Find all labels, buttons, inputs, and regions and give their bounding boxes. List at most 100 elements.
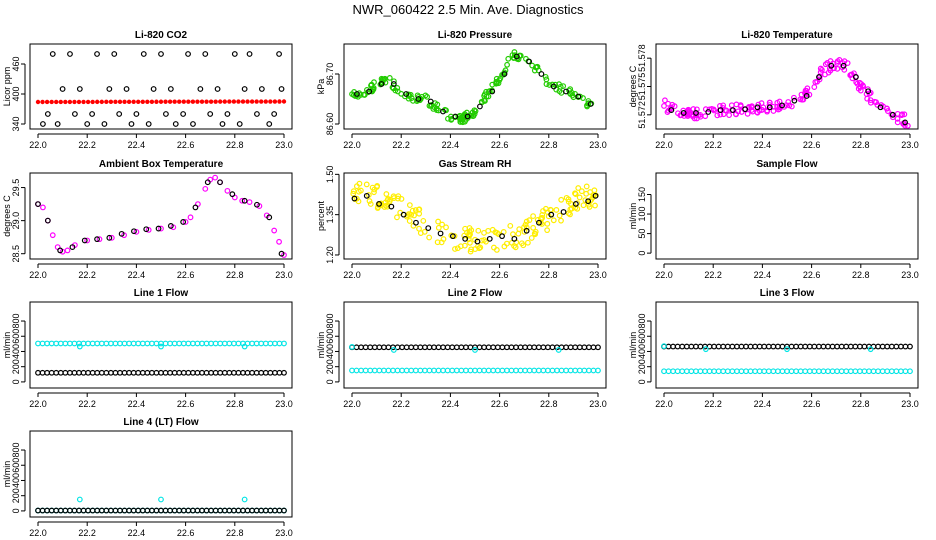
data-point — [856, 368, 863, 375]
data-point — [849, 75, 856, 82]
data-point — [867, 346, 874, 353]
data-point — [208, 340, 215, 347]
data-point — [529, 62, 536, 69]
data-point — [253, 369, 260, 376]
data-point — [67, 51, 73, 57]
y-tick-label: 29.5 — [11, 179, 21, 197]
data-point — [145, 99, 150, 104]
data-point — [229, 191, 236, 198]
data-point — [221, 369, 228, 376]
data-point — [558, 367, 565, 374]
data-point — [779, 102, 785, 109]
data-point — [148, 340, 155, 347]
data-point — [661, 368, 667, 375]
data-point — [108, 234, 115, 241]
data-point — [186, 99, 191, 104]
data-point — [427, 98, 434, 105]
data-point — [811, 343, 818, 350]
data-point — [567, 344, 574, 351]
data-point — [421, 367, 428, 374]
data-point — [563, 344, 570, 351]
data-point — [208, 507, 215, 514]
data-point — [258, 86, 265, 92]
data-point — [483, 88, 489, 95]
data-point — [66, 507, 73, 514]
data-point — [581, 344, 588, 351]
data-point — [776, 98, 783, 105]
data-point — [194, 340, 201, 347]
data-point — [218, 99, 223, 104]
chart-panel-7: Line 2 Flow ml/min 22.0 22.2 22.4 22.6 22.8 23.… — [316, 288, 607, 409]
data-point — [117, 99, 123, 105]
data-point — [803, 91, 810, 97]
data-point — [417, 344, 424, 351]
series-0 — [349, 367, 601, 374]
data-point — [884, 343, 891, 350]
data-point — [669, 101, 676, 108]
data-point — [241, 197, 248, 204]
data-point — [788, 368, 795, 375]
x-tick-label: 22.2 — [392, 140, 410, 150]
series-1 — [354, 53, 594, 120]
data-point — [759, 107, 765, 113]
data-point — [806, 343, 813, 350]
data-point — [267, 340, 274, 347]
data-point — [185, 51, 191, 57]
data-point — [490, 244, 497, 251]
data-point — [208, 369, 215, 376]
data-point — [587, 101, 594, 107]
data-point — [592, 202, 598, 209]
data-point — [523, 227, 530, 234]
data-point — [85, 340, 92, 347]
data-point — [226, 369, 233, 376]
series-0 — [661, 368, 913, 375]
data-point — [112, 369, 119, 376]
x-tick-label: 22.8 — [226, 528, 244, 538]
data-point — [385, 344, 392, 351]
y-tick-label: 200 — [11, 488, 21, 503]
data-point — [748, 107, 755, 113]
x-tick-label: 22.0 — [343, 140, 361, 150]
data-point — [408, 344, 415, 351]
data-point — [705, 109, 712, 115]
data-point — [811, 84, 818, 90]
data-point — [187, 214, 194, 221]
data-point — [217, 179, 223, 186]
data-point — [715, 343, 722, 350]
data-point — [107, 340, 114, 347]
data-point — [486, 235, 493, 242]
data-point — [150, 86, 157, 92]
data-point — [167, 340, 174, 347]
data-point — [536, 219, 542, 226]
data-point — [435, 224, 442, 231]
data-point — [469, 113, 476, 119]
data-point — [435, 367, 442, 374]
data-point — [176, 340, 183, 347]
data-point — [499, 344, 506, 351]
data-point — [475, 227, 482, 234]
data-point — [829, 343, 836, 350]
data-point — [582, 197, 589, 204]
data-point — [207, 111, 214, 117]
data-point — [802, 343, 809, 350]
data-point — [508, 344, 515, 351]
data-point — [834, 60, 841, 66]
data-point — [544, 367, 551, 374]
data-point — [542, 73, 549, 80]
data-point — [277, 99, 282, 104]
data-point — [595, 367, 601, 374]
data-point — [53, 340, 60, 347]
data-point — [135, 507, 142, 514]
data-point — [57, 247, 64, 254]
data-point — [222, 99, 227, 104]
x-tick-label: 22.0 — [655, 140, 673, 150]
data-point — [185, 369, 192, 376]
data-point — [117, 507, 123, 514]
data-point — [371, 344, 378, 351]
y-tick-label: 0 — [11, 379, 21, 384]
data-point — [503, 367, 510, 374]
data-point — [494, 230, 500, 236]
data-point — [153, 340, 160, 347]
data-point — [130, 340, 137, 347]
